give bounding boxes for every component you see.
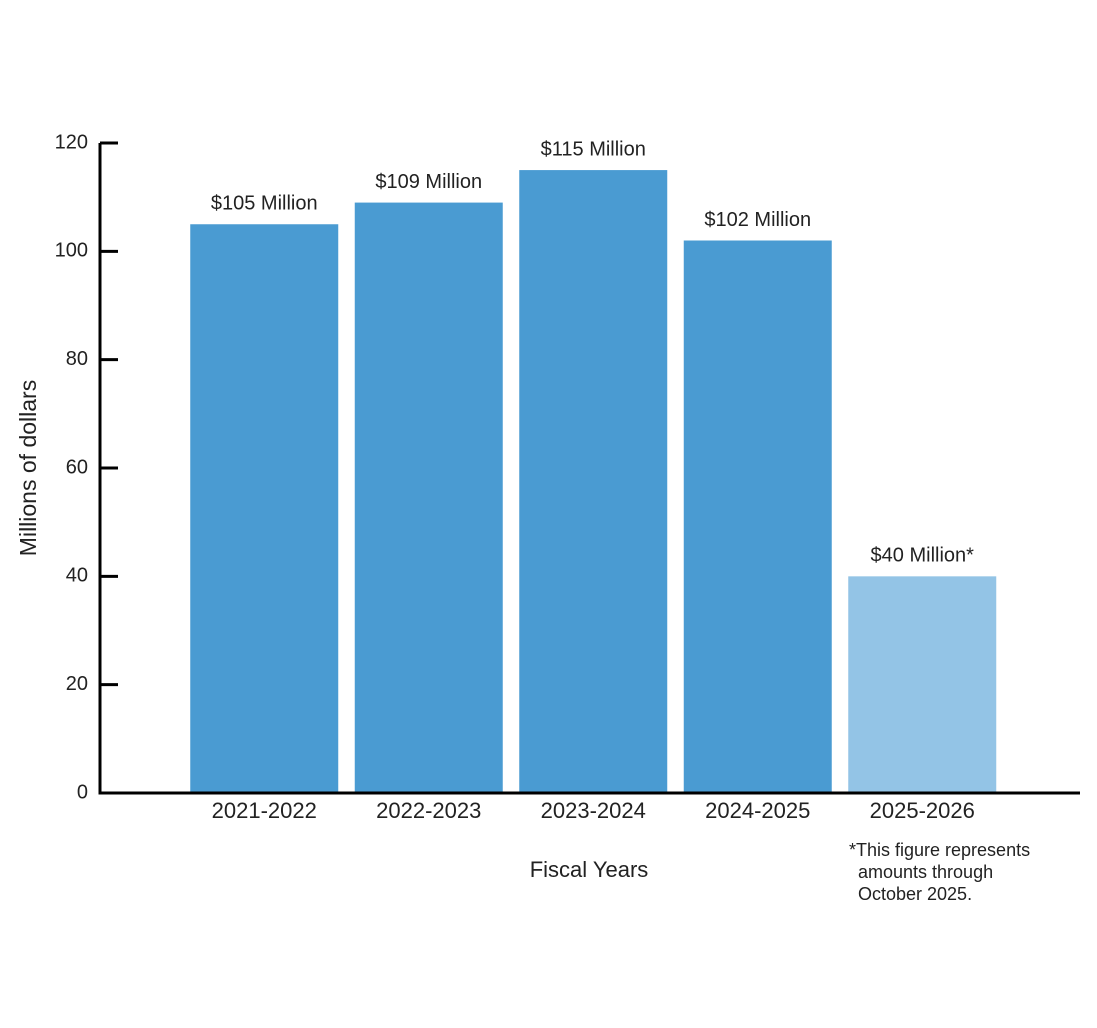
x-tick-label: 2022-2023 — [376, 798, 481, 823]
bar — [848, 576, 997, 793]
bar — [354, 202, 503, 794]
y-tick-label: 80 — [66, 348, 88, 370]
x-tick-label: 2024-2025 — [705, 798, 810, 823]
x-tick-label: 2025-2026 — [870, 798, 975, 823]
x-tick-label: 2021-2022 — [212, 798, 317, 823]
y-tick-label: 0 — [77, 781, 88, 803]
bar — [190, 224, 339, 793]
x-tick-label: 2023-2024 — [541, 798, 646, 823]
y-tick-label: 120 — [55, 131, 88, 153]
value-label: $105 Million — [211, 193, 318, 215]
footnote: October 2025. — [858, 884, 972, 904]
value-label: $115 Million — [541, 138, 646, 160]
x-axis-label: Fiscal Years — [530, 857, 649, 882]
y-axis-label: Millions of dollars — [15, 380, 41, 556]
y-tick-label: 60 — [66, 456, 88, 478]
value-label: $109 Million — [375, 171, 482, 193]
bar — [683, 240, 832, 793]
value-label: $40 Million* — [871, 545, 975, 567]
y-tick-label: 40 — [66, 565, 88, 587]
bar — [519, 170, 668, 794]
value-label: $102 Million — [704, 209, 811, 231]
footnote: *This figure represents — [849, 840, 1030, 860]
y-tick-label: 100 — [55, 240, 88, 262]
footnote: amounts through — [858, 862, 993, 882]
y-tick-label: 20 — [66, 673, 88, 695]
